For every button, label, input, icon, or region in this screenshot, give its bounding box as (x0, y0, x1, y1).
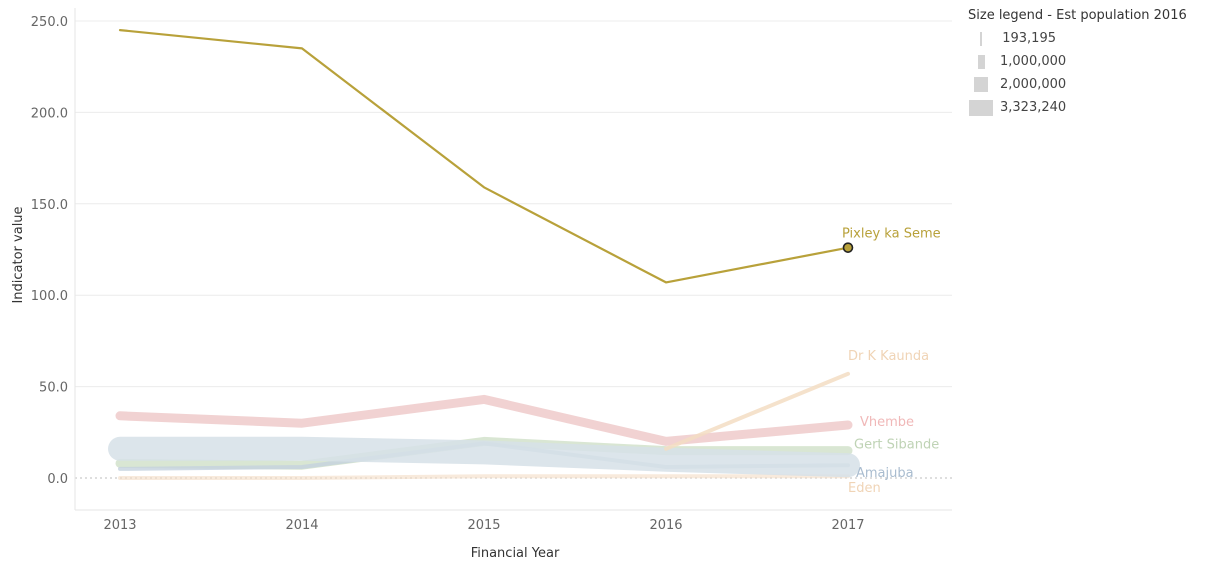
size-swatch (969, 99, 993, 116)
y-axis-ticks: 0.0 50.0 100.0 150.0 200.0 250.0 (31, 15, 68, 487)
size-legend-title: Size legend - Est population 2016 (968, 8, 1187, 23)
y-tick-label: 100.0 (31, 289, 68, 304)
size-legend: Size legend - Est population 2016 193,19… (968, 8, 1208, 119)
y-tick-label: 150.0 (31, 198, 68, 213)
size-legend-label: 1,000,000 (1000, 54, 1067, 69)
x-tick-label: 2017 (831, 518, 864, 533)
series-line[interactable] (118, 29, 850, 284)
y-tick-label: 50.0 (39, 381, 68, 396)
series-end-label: Amajuba (856, 466, 914, 481)
size-swatch-box (968, 99, 994, 116)
series-end-label: Eden (848, 481, 881, 496)
series-lines (108, 29, 860, 480)
series-end-label: Vhembe (860, 415, 914, 430)
series-end-label: Gert Sibande (854, 438, 939, 453)
line-chart: 0.0 50.0 100.0 150.0 200.0 250.0 2013 2014 2015… (11, 8, 952, 561)
size-legend-item: 193,195 (968, 27, 1208, 50)
size-legend-item: 1,000,000 (968, 50, 1208, 73)
size-legend-label: 193,195 (1002, 31, 1056, 46)
size-swatch (977, 54, 985, 69)
x-tick-label: 2013 (103, 518, 136, 533)
x-axis-ticks: 2013 2014 2015 2016 2017 (103, 518, 864, 533)
gridlines (74, 8, 952, 511)
y-axis-title: Indicator value (11, 206, 26, 303)
size-swatch-box (968, 54, 994, 69)
y-tick-label: 0.0 (47, 472, 68, 487)
series-end-label: Dr K Kaunda (848, 349, 929, 364)
x-axis-title: Financial Year (471, 546, 560, 561)
x-tick-label: 2014 (285, 518, 318, 533)
series-line[interactable] (115, 394, 853, 446)
series-line[interactable] (118, 474, 850, 480)
size-legend-item: 2,000,000 (968, 73, 1208, 96)
x-tick-label: 2016 (649, 518, 682, 533)
highlighted-point[interactable] (842, 242, 854, 253)
size-legend-items: 193,195 1,000,000 2,000,000 3,323,240 (968, 27, 1208, 119)
y-tick-label: 200.0 (31, 106, 68, 121)
series-line[interactable] (664, 371, 850, 451)
y-tick-label: 250.0 (31, 15, 68, 30)
series-end-label: Pixley ka Seme (842, 227, 941, 242)
x-tick-label: 2015 (467, 518, 500, 533)
series-line[interactable] (108, 436, 860, 478)
size-swatch (980, 31, 982, 46)
size-legend-label: 2,000,000 (1000, 77, 1067, 92)
size-legend-label: 3,323,240 (1000, 100, 1067, 115)
size-legend-item: 3,323,240 (968, 96, 1208, 119)
size-swatch (974, 77, 988, 92)
series-labels: Pixley ka Seme Dr K Kaunda Vhembe Gert Siba… (842, 227, 941, 497)
size-swatch-box (968, 77, 994, 92)
size-swatch-box (968, 31, 994, 46)
